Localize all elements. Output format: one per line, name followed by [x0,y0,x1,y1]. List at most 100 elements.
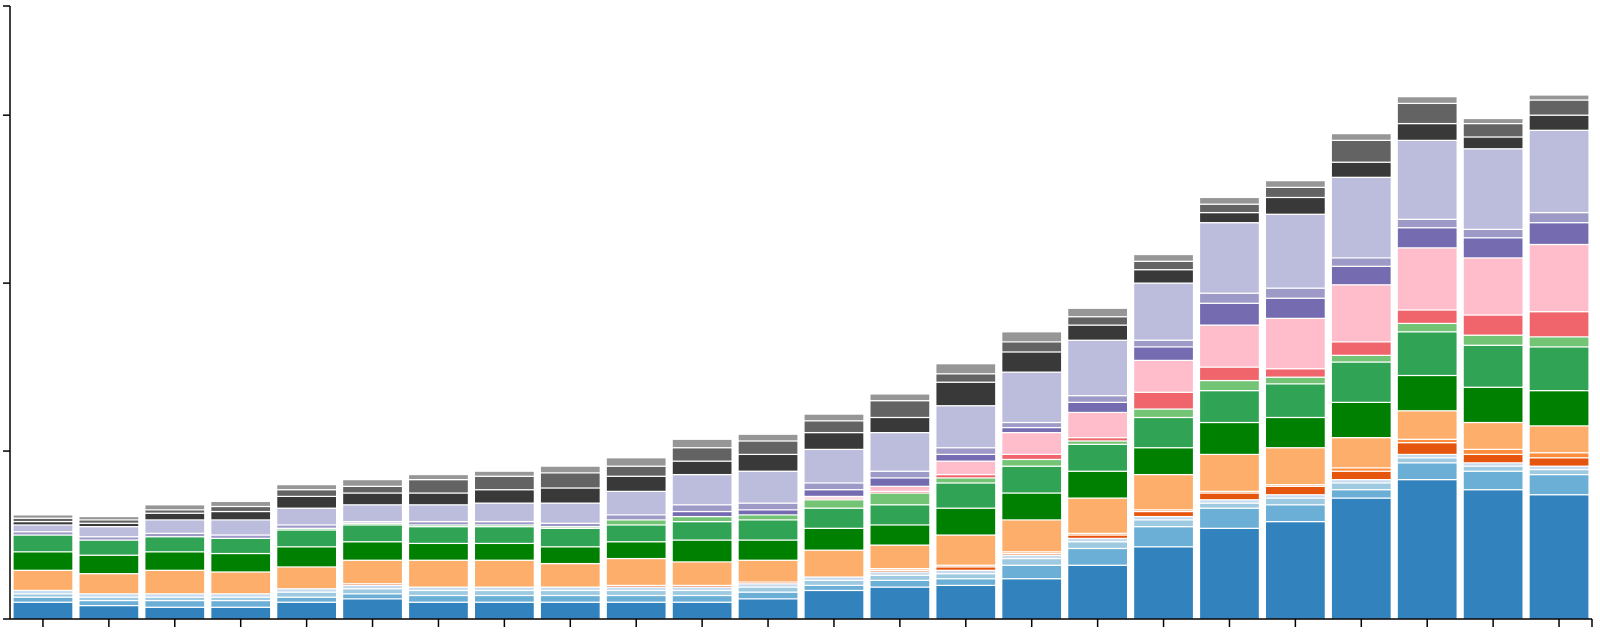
bar-segment [1330,401,1392,439]
bar-segment [1462,489,1524,620]
bar-segment [1264,376,1326,385]
bar-segment [803,489,865,497]
bar-segment [935,363,997,375]
bar-segment [341,504,404,523]
bar-segment [737,433,799,442]
bar-segment [210,505,272,513]
bar-segment [605,594,667,603]
bar-stack [671,438,733,620]
bar-segment [407,594,470,603]
bar-segment [1198,203,1261,214]
bar-segment [737,453,799,472]
bar-segment [539,594,601,603]
bar-segment [671,561,733,587]
bar-segment [407,559,470,588]
bar-segment [1264,504,1326,523]
bar-stack [12,514,74,620]
bar-segment [1198,366,1261,382]
bar-segment [935,534,997,566]
bar-segment [1132,260,1195,271]
bar-segment [539,487,601,504]
bar-segment [1132,526,1195,548]
bar-segment [935,447,997,456]
bar-segment [671,515,733,523]
bar-segment [671,460,733,476]
bar-segment [1001,492,1063,521]
bar-segment [1528,389,1590,427]
bar-segment [1528,346,1590,392]
bar-segment [1198,507,1261,529]
bar-segment [1264,383,1326,419]
bar-segment [210,500,272,508]
bar-segment [935,573,997,580]
bar-segment [1001,331,1063,343]
bar-segment [1067,316,1129,326]
bar-segment [803,448,865,484]
bar-segment [210,606,272,620]
bar-segment [144,599,206,608]
bar-segment [341,541,404,561]
bar-segment [1330,482,1392,491]
bar-segment [1396,96,1458,105]
bar-segment [473,475,535,491]
bar-segment [671,539,733,563]
bar-segment [869,524,931,546]
bar-segment [1067,395,1129,403]
bar-segment [803,579,865,587]
bar-segment [1198,502,1261,509]
bar-segment [341,588,404,595]
bar-segment [605,524,667,543]
bar-segment [935,477,997,484]
bar-segment [605,490,667,516]
bar-segment [803,507,865,529]
bar-segment [1132,253,1195,262]
bar-segment [1396,309,1458,325]
bar-segment [671,447,733,462]
bar-segment [935,460,997,476]
bar-segment [473,559,535,588]
bar-segment [407,479,470,494]
bar-segment [935,373,997,383]
bar-segment [1001,453,1063,461]
bar-segment [869,574,931,581]
bar-segment [605,475,667,492]
bar-segment [935,405,997,449]
bar-segment [737,509,799,516]
bar-stack [473,470,535,620]
bar-segment [78,573,140,595]
bar-segment [935,453,997,462]
bar-segment [407,601,470,620]
bar-segment [1330,354,1392,363]
bar-stack [144,504,206,620]
bar-segment [737,539,799,561]
bar-segment [12,514,74,519]
bar-segment [407,492,470,506]
bar-segment [803,431,865,450]
bar-segment [78,554,140,575]
bar-segment [1132,346,1195,361]
bar-segment [1528,243,1590,313]
bar-segment [539,502,601,524]
bar-segment [78,539,140,556]
bar-stack [1198,196,1261,620]
bar-segment [1198,389,1261,424]
bar-segment [1067,443,1129,472]
bar-segment [473,489,535,504]
bar-segment [1462,257,1524,316]
bar-segment [144,519,206,534]
bar-segment [407,473,470,481]
bar-segment [1198,421,1261,456]
bar-segment [12,551,74,571]
bar-segment [1264,447,1326,486]
bar-segment [803,413,865,422]
bar-segment [341,485,404,494]
bar-segment [869,470,931,479]
bar-segment [1462,314,1524,336]
bar-segment [869,477,931,487]
bar-stack [276,484,338,620]
bar-segment [1330,265,1392,286]
bar-segment [1001,431,1063,456]
bar-segment [671,510,733,518]
bar-segment [1001,421,1063,429]
